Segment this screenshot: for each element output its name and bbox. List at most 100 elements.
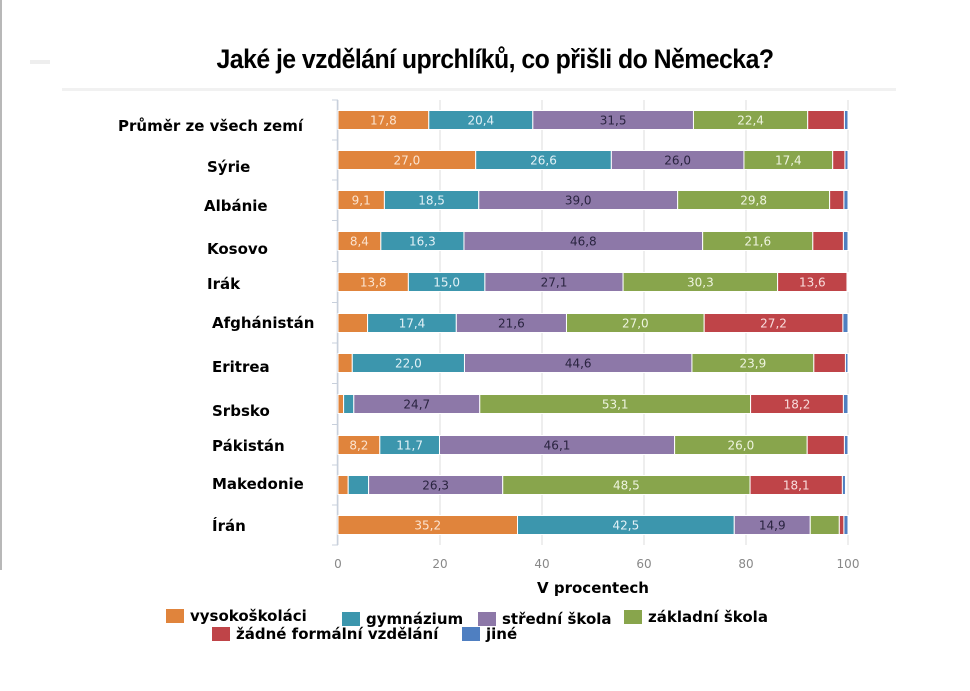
bar-segment bbox=[829, 190, 845, 210]
category-label: Kosovo bbox=[207, 240, 268, 258]
data-label: 48,5 bbox=[613, 479, 640, 493]
data-label: 30,3 bbox=[687, 276, 714, 290]
data-label: 11,7 bbox=[396, 439, 423, 453]
category-label: Srbsko bbox=[212, 402, 270, 420]
chart-title: Jaké je vzdělání uprchlíků, co přišli do… bbox=[216, 44, 774, 74]
bar-row: 9,1 18,5 39,0 29,8 bbox=[337, 190, 849, 210]
category-label: Írán bbox=[212, 516, 246, 535]
bar-segment bbox=[832, 150, 846, 170]
bar-row: 8,2 11,7 46,1 26,0 bbox=[337, 435, 849, 455]
data-label: 21,6 bbox=[744, 235, 771, 249]
bar-segment bbox=[844, 150, 849, 170]
bar-row: 24,7 53,1 18,2 bbox=[337, 394, 849, 414]
legend-label: jiné bbox=[485, 625, 517, 643]
legend-item: žádné formální vzdělání bbox=[212, 625, 439, 643]
legend-label: střední škola bbox=[502, 610, 612, 628]
legend-swatch bbox=[624, 610, 642, 624]
data-label: 27,0 bbox=[622, 317, 649, 331]
bar-segment bbox=[807, 110, 845, 130]
bar-segment bbox=[842, 231, 849, 251]
data-label: 44,6 bbox=[565, 357, 592, 371]
data-label: 16,3 bbox=[409, 235, 436, 249]
category-label: Sýrie bbox=[207, 158, 250, 176]
data-label: 22,4 bbox=[737, 114, 764, 128]
data-label: 18,1 bbox=[783, 479, 810, 493]
data-label: 13,6 bbox=[799, 276, 826, 290]
legend-item: střední škola bbox=[478, 610, 612, 628]
data-label: 35,2 bbox=[414, 519, 441, 533]
category-label: Afghánistán bbox=[212, 314, 314, 332]
legend-item: jiné bbox=[462, 625, 517, 643]
data-label: 17,4 bbox=[775, 154, 802, 168]
data-label: 27,1 bbox=[541, 276, 568, 290]
bar-segment bbox=[347, 475, 370, 495]
legend-item: gymnázium bbox=[342, 610, 463, 628]
data-label: 46,8 bbox=[570, 235, 597, 249]
legend-item: vysokoškoláci bbox=[166, 607, 307, 625]
data-label: 26,3 bbox=[422, 479, 449, 493]
x-tick-label: 80 bbox=[738, 557, 753, 571]
bar-segment bbox=[813, 353, 846, 373]
frame-border bbox=[0, 0, 2, 570]
bar-segment bbox=[809, 515, 840, 535]
y-axis bbox=[332, 99, 339, 546]
data-label: 26,6 bbox=[530, 154, 557, 168]
bar-segment bbox=[842, 313, 849, 333]
data-label: 8,2 bbox=[349, 439, 368, 453]
data-label: 17,8 bbox=[370, 114, 397, 128]
category-label: Makedonie bbox=[212, 475, 304, 493]
bar-segment bbox=[843, 435, 849, 455]
data-label: 18,2 bbox=[784, 398, 811, 412]
data-label: 31,5 bbox=[600, 114, 627, 128]
data-label: 26,0 bbox=[728, 439, 755, 453]
bar-segment bbox=[843, 515, 849, 535]
bar-segment bbox=[838, 515, 845, 535]
bar-segment bbox=[343, 394, 355, 414]
data-label: 18,5 bbox=[418, 194, 445, 208]
bar-segment bbox=[337, 313, 369, 333]
bar-segment bbox=[844, 353, 849, 373]
bar-row: 27,0 26,6 26,0 17,4 bbox=[337, 150, 849, 170]
legend-label: žádné formální vzdělání bbox=[236, 625, 439, 643]
category-labels: Průměr ze všech zemí Sýrie Albánie Kosovo Ir… bbox=[118, 117, 314, 535]
x-tick-label: 20 bbox=[432, 557, 447, 571]
data-label: 42,5 bbox=[613, 519, 640, 533]
legend-swatch bbox=[342, 612, 360, 626]
x-tick-labels: 0 20 40 60 80 100 bbox=[334, 557, 859, 571]
x-tick-label: 100 bbox=[837, 557, 860, 571]
data-label: 39,0 bbox=[565, 194, 592, 208]
bar-row: 17,4 21,6 27,0 27,2 bbox=[337, 313, 849, 333]
data-label: 53,1 bbox=[602, 398, 629, 412]
data-label: 26,0 bbox=[664, 154, 691, 168]
bar-segment bbox=[841, 475, 846, 495]
legend-label: gymnázium bbox=[366, 610, 463, 628]
x-tick-label: 60 bbox=[636, 557, 651, 571]
title-divider bbox=[62, 88, 896, 91]
data-label: 20,4 bbox=[467, 114, 494, 128]
data-label: 17,4 bbox=[399, 317, 426, 331]
category-label: Eritrea bbox=[212, 358, 270, 376]
bar-segment bbox=[843, 190, 849, 210]
legend-swatch bbox=[462, 627, 480, 641]
legend-label: vysokoškoláci bbox=[190, 607, 307, 625]
data-label: 14,9 bbox=[759, 519, 786, 533]
legend-swatch bbox=[166, 609, 184, 623]
data-label: 24,7 bbox=[403, 398, 430, 412]
x-tick-label: 0 bbox=[334, 557, 342, 571]
x-axis-label: V procentech bbox=[537, 579, 649, 597]
bar-row: 17,8 20,4 31,5 22,4 bbox=[337, 110, 849, 130]
data-label: 22,0 bbox=[395, 357, 422, 371]
data-label: 46,1 bbox=[544, 439, 571, 453]
bar-segment bbox=[812, 231, 844, 251]
data-label: 23,9 bbox=[740, 357, 767, 371]
data-label: 27,2 bbox=[760, 317, 787, 331]
bar-segment bbox=[806, 435, 845, 455]
bar-row: 35,2 42,5 14,9 bbox=[337, 515, 849, 535]
data-label: 13,8 bbox=[360, 276, 387, 290]
category-label: Albánie bbox=[204, 197, 268, 215]
data-label: 15,0 bbox=[433, 276, 460, 290]
decor-line bbox=[30, 60, 50, 64]
category-label: Pákistán bbox=[212, 437, 285, 455]
bar-segment bbox=[843, 110, 849, 130]
